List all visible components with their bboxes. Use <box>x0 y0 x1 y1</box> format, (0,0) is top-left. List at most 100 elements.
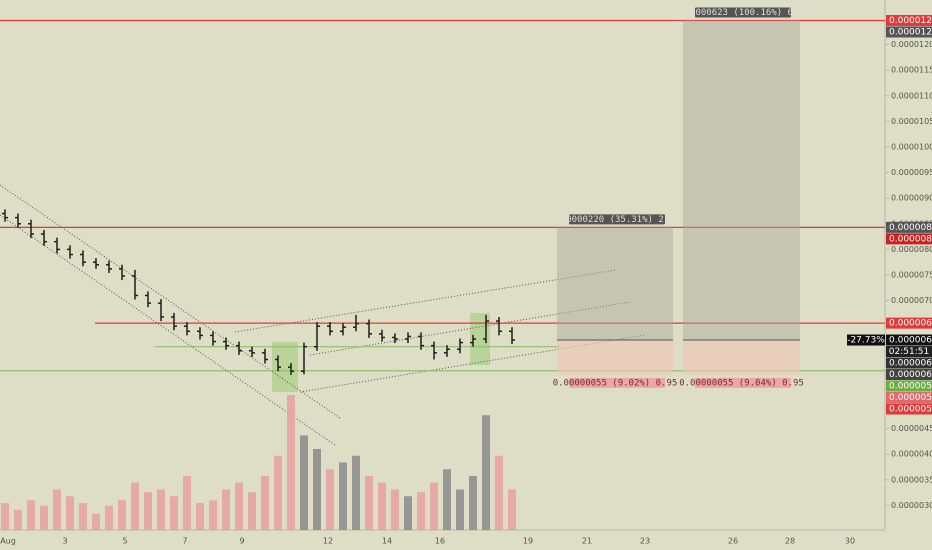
x-tick-label: 16 <box>435 537 445 546</box>
stop-label-bg <box>695 377 791 388</box>
volume-bar <box>430 482 438 530</box>
volume-bar <box>482 415 490 530</box>
highlight-zone <box>272 342 298 392</box>
x-tick-label: Aug <box>0 537 16 546</box>
price-label: 0.00001242 <box>889 27 932 37</box>
x-tick-label: 3 <box>62 537 67 546</box>
x-tick-label: 19 <box>523 537 533 546</box>
target-label-bg <box>569 214 665 225</box>
volume-bar <box>118 500 126 530</box>
price-label: 0.00000563 <box>889 382 932 392</box>
change-label: -27.73% <box>847 336 885 346</box>
price-label-bg <box>886 221 932 233</box>
volume-bar <box>40 505 48 530</box>
volume-bar <box>378 482 386 530</box>
stop-label-bg <box>569 377 665 388</box>
price-label-bg <box>886 14 932 26</box>
volume-bar <box>391 489 399 530</box>
change-label-bg <box>847 334 885 346</box>
price-label-bg <box>886 26 932 38</box>
price-label: 0.00000623 <box>889 336 932 346</box>
price-label-bg <box>886 357 932 369</box>
price-label-bg <box>886 380 932 392</box>
stop-label: 0.00000055 (9.02%) 0.95 <box>553 378 678 388</box>
volume-bar <box>352 455 360 530</box>
volume-bar <box>508 489 516 530</box>
target-label: 0.00000220 (35.31%) 2.31 <box>550 215 680 225</box>
loss-zone <box>683 340 800 375</box>
target-label: 0.00000623 (100.16%) 6.58 <box>674 8 809 18</box>
price-label: 0.00000841 <box>889 234 932 244</box>
price-label: 0.00000555 <box>889 393 932 403</box>
x-tick-label: 26 <box>728 537 738 546</box>
price-label: 0.00001247 <box>889 16 932 26</box>
volume-bar <box>235 482 243 530</box>
volume-bar <box>469 476 477 530</box>
price-label: 0.00000554 <box>889 405 932 415</box>
profit-zone <box>557 227 673 341</box>
price-label: 0.00000843 <box>889 223 932 233</box>
x-tick-label: 21 <box>582 537 592 546</box>
price-label-bg <box>886 369 932 381</box>
price-label: 0.00000609 <box>889 370 932 380</box>
volume-bar <box>144 492 152 530</box>
price-label: 0.00000610 <box>889 359 932 369</box>
volume-bar <box>183 476 191 530</box>
x-tick-label: 9 <box>239 537 244 546</box>
volume-bar <box>131 482 139 530</box>
volume-bar <box>209 500 217 530</box>
volume-bar <box>14 509 22 530</box>
x-tick-label: 23 <box>640 537 650 546</box>
volume-bar <box>27 500 35 530</box>
volume-bar <box>417 492 425 530</box>
price-label-bg <box>886 233 932 245</box>
timer: 02:51:51 <box>889 347 929 357</box>
volume-bar <box>157 489 165 530</box>
volume-bar <box>443 469 451 530</box>
channel-line <box>234 269 617 333</box>
volume-bar <box>404 496 412 530</box>
volume-bar <box>79 503 87 530</box>
volume-bar <box>365 476 373 530</box>
volume-bar <box>170 496 178 530</box>
x-tick-label: 5 <box>122 537 127 546</box>
price-label: 0.00000656 <box>889 319 932 329</box>
stop-label: 0.00000055 (9.04%) 0.95 <box>679 378 804 388</box>
volume-bar <box>53 489 61 530</box>
volume-bar <box>196 503 204 530</box>
price-label-bg <box>886 392 932 404</box>
x-tick-label: 12 <box>323 537 333 546</box>
volume-bar <box>495 455 503 530</box>
volume-bar <box>1 503 9 530</box>
loss-zone <box>557 340 673 375</box>
volume-bar <box>326 469 334 530</box>
volume-bar <box>313 449 321 530</box>
volume-bar <box>274 455 282 530</box>
x-tick-label: 28 <box>785 537 795 546</box>
volume-bar <box>339 462 347 530</box>
x-tick-label: 14 <box>382 537 392 546</box>
target-label-bg <box>695 7 791 18</box>
volume-bar <box>105 505 113 530</box>
timer-bg <box>886 346 932 358</box>
volume-bar <box>248 492 256 530</box>
volume-bar <box>261 476 269 530</box>
price-label-bg <box>886 334 932 346</box>
